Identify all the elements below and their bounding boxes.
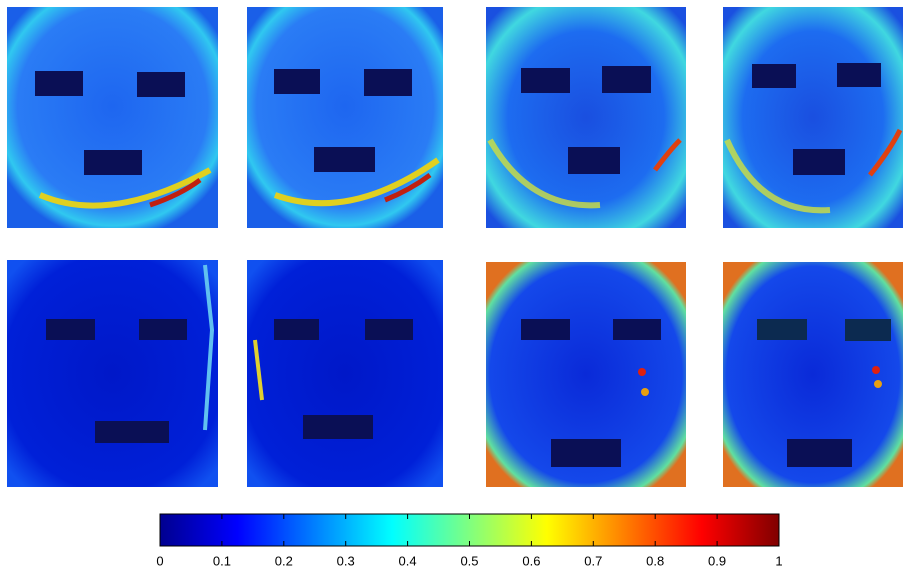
tick-label: 0.4 [399, 553, 417, 568]
tick-label: 0.8 [646, 553, 664, 568]
tick-label: 0.7 [584, 553, 602, 568]
tick-label: 0.3 [337, 553, 355, 568]
figure: 0 0.1 0.2 0.3 0.4 0.5 0.6 0.7 0.8 0.9 1 [0, 0, 905, 572]
tick-label: 0.1 [213, 553, 231, 568]
tick-label: 0.9 [708, 553, 726, 568]
tick-label: 0 [156, 553, 163, 568]
face-map [486, 262, 686, 487]
face-map [7, 7, 218, 228]
face-map [486, 7, 686, 228]
face-map [723, 262, 903, 487]
tick-label: 0.5 [460, 553, 478, 568]
tick-label: 1 [775, 553, 782, 568]
face-map [247, 7, 443, 228]
face-map [723, 7, 903, 228]
tick-label: 0.6 [522, 553, 540, 568]
tick-label: 0.2 [275, 553, 293, 568]
face-map [247, 260, 443, 487]
face-map [7, 260, 218, 487]
